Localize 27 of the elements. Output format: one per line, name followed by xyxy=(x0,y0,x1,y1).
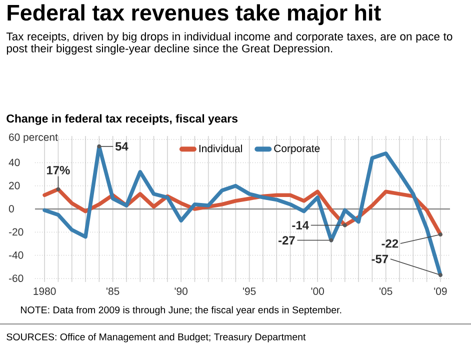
annotation: 17% xyxy=(47,166,70,174)
x-tick-label: '00 xyxy=(311,288,324,295)
chart-title: Federal tax revenues take major hit xyxy=(8,4,381,26)
y-tick-label: 60 percent xyxy=(9,133,58,143)
x-tick-label: '05 xyxy=(380,288,392,295)
annotation: -27 xyxy=(278,236,295,244)
text: NOTE: Data from 2009 is through June; the fiscal year ends in September. xyxy=(21,306,342,316)
y-tick-label: -20 xyxy=(8,228,24,236)
y-tick-label: 40 xyxy=(8,158,20,166)
annotation: -57 xyxy=(372,254,388,264)
x-tick-label: '85 xyxy=(106,288,120,295)
chart-subtitle: Tax receipts, driven by big drops in individual income and corporate taxes, are on pace to post their biggest single-year decline since the Great Depression. xyxy=(6,32,452,55)
x-tick-label: 1980 xyxy=(34,288,56,295)
y-tick-label: -60 xyxy=(8,274,24,282)
legend-label: Individual xyxy=(199,144,242,152)
text: Change in federal tax receipts, fiscal years xyxy=(6,114,238,125)
x-tick-label: '95 xyxy=(243,288,256,295)
y-tick-label: 0 xyxy=(8,205,14,212)
annotation: 54 xyxy=(115,142,128,151)
annotation: -14 xyxy=(292,221,309,230)
source-note: SOURCES: Office of Management and Budget; Treasury Department xyxy=(6,333,306,342)
legend-label: Corporate xyxy=(274,144,320,154)
x-tick-label: '09 xyxy=(434,288,447,295)
annotation: -22 xyxy=(382,239,398,248)
y-tick-label: -40 xyxy=(8,251,24,259)
x-tick-label: '90 xyxy=(174,288,188,295)
y-tick-label: 20 xyxy=(9,182,20,190)
